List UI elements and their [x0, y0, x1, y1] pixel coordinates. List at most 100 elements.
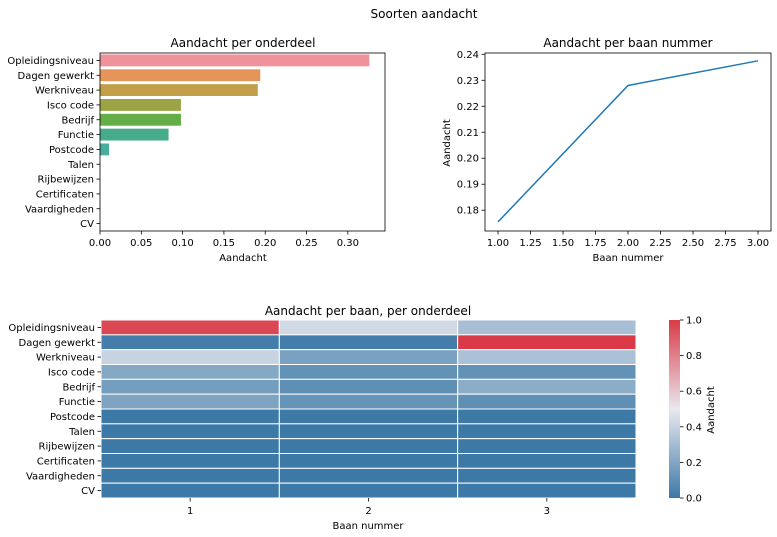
figure-suptitle: Soorten aandacht — [371, 7, 478, 21]
series-line — [497, 60, 759, 223]
heatmap-cell — [100, 378, 280, 395]
bar-chart-axes: Opleidingsniveau Dagen gewerkt Werkniveau I… — [7, 52, 386, 249]
heatmap-cell — [278, 453, 459, 469]
line-chart-title: Aandacht per baan nummer — [543, 36, 712, 50]
y-tick-label: Certificaten — [37, 456, 95, 467]
heatmap-cell — [278, 349, 459, 365]
bar — [100, 128, 169, 141]
bar-chart-frame — [99, 52, 386, 232]
line-chart-ylabel: Aandacht — [442, 119, 453, 167]
y-tick-label: Bedrijf — [62, 382, 95, 393]
heatmap-cells — [100, 319, 637, 499]
x-tick-label: 0.30 — [337, 238, 359, 249]
heatmap-cell — [457, 349, 637, 365]
x-tick-label: 1 — [187, 506, 193, 517]
heatmap-cell — [100, 408, 280, 425]
y-tick-label: Isco code — [48, 367, 95, 378]
x-tick-label: 0.00 — [89, 238, 111, 249]
x-tick-label: 1.50 — [552, 238, 574, 249]
heatmap-cell — [457, 453, 637, 469]
y-tick-label: Vaardigheden — [26, 471, 95, 482]
line-chart-panel: Aandacht per baan nummer 1.00 1.25 1.50 1.7… — [442, 36, 772, 264]
heatmap-cell — [278, 378, 459, 395]
y-tick-label: 0.18 — [457, 206, 479, 217]
colorbar-tick-label: 0.6 — [686, 387, 702, 398]
heatmap-cell — [100, 364, 280, 380]
y-tick-label: Dagen gewerkt — [19, 338, 96, 349]
y-tick-label: Werkniveau — [36, 353, 95, 364]
bar — [100, 54, 370, 67]
colorbar-tick-label: 0.4 — [686, 422, 702, 433]
y-tick-label: Functie — [59, 397, 95, 408]
heatmap-cell — [457, 438, 637, 454]
heatmap-cell — [457, 378, 637, 395]
y-tick-label: Werkniveau — [35, 86, 94, 97]
y-tick-label: 0.21 — [457, 128, 479, 139]
x-tick-label: 1.00 — [487, 238, 509, 249]
heatmap-cell — [100, 467, 280, 484]
heatmap-cell — [457, 393, 637, 410]
y-tick-label: Postcode — [50, 412, 95, 423]
heatmap-cell — [100, 423, 280, 440]
x-tick-label: 0.15 — [213, 238, 235, 249]
line-chart-frame — [484, 52, 772, 232]
bar — [100, 113, 181, 126]
x-tick-label: 2.75 — [714, 238, 736, 249]
line-chart-marks — [497, 60, 759, 223]
y-tick-label: Opleidingsniveau — [7, 56, 94, 67]
y-tick-label: 0.24 — [457, 50, 479, 61]
heatmap-cell — [278, 408, 459, 425]
y-tick-label: Bedrijf — [61, 115, 94, 126]
heatmap-cell — [457, 334, 637, 351]
heatmap-cell — [457, 364, 637, 380]
heatmap-cell — [100, 438, 280, 454]
x-tick-label: 2 — [365, 506, 371, 517]
heatmap-cell — [100, 349, 280, 365]
bar — [100, 69, 261, 82]
heatmap-cell — [278, 334, 459, 351]
heatmap-cell — [100, 393, 280, 410]
x-tick-label: 3.00 — [747, 238, 769, 249]
heatmap-cell — [278, 467, 459, 484]
y-tick-label: Isco code — [47, 100, 94, 111]
heatmap-cell — [457, 467, 637, 484]
x-tick-label: 2.50 — [682, 238, 704, 249]
y-tick-label: Talen — [68, 427, 95, 438]
x-tick-label: 0.10 — [171, 238, 193, 249]
y-tick-label: 0.20 — [457, 154, 479, 165]
y-tick-label: 0.22 — [457, 102, 479, 113]
line-chart-xlabel: Baan nummer — [592, 253, 664, 264]
y-tick-label: Dagen gewerkt — [18, 71, 95, 82]
colorbar-bar — [669, 320, 680, 498]
y-tick-label: CV — [81, 486, 95, 497]
x-tick-label: 0.05 — [130, 238, 152, 249]
x-tick-label: 0.20 — [254, 238, 276, 249]
line-chart-axes: 1.00 1.25 1.50 1.75 2.00 2.25 2.50 2.75 3.00 0.18… — [457, 50, 772, 249]
bar-chart-panel: Aandacht per onderdeel Opleidingsniveau D… — [7, 36, 386, 264]
bar-chart-title: Aandacht per onderdeel — [171, 36, 316, 50]
heatmap-cell — [457, 408, 637, 425]
heatmap-cell — [100, 482, 280, 499]
y-tick-label: 0.23 — [457, 76, 479, 87]
bar — [100, 143, 110, 156]
y-tick-label: Talen — [67, 160, 94, 171]
y-tick-label: Rijbewijzen — [38, 175, 94, 186]
heatmap-cell — [100, 334, 280, 351]
colorbar-tick-label: 0.0 — [686, 494, 702, 505]
y-tick-label: Postcode — [49, 145, 94, 156]
y-tick-label: Vaardigheden — [25, 204, 94, 215]
colorbar-tick-label: 0.2 — [686, 458, 702, 469]
y-tick-label: Rijbewijzen — [39, 442, 95, 453]
heatmap-cell — [457, 482, 637, 499]
heatmap-cell — [457, 423, 637, 440]
heatmap-cell — [278, 393, 459, 410]
y-tick-label: 0.19 — [457, 180, 479, 191]
bar-chart-marks — [100, 54, 370, 156]
heatmap-cell — [457, 319, 637, 336]
y-tick-label: CV — [80, 219, 94, 230]
y-tick-label: Functie — [58, 130, 94, 141]
heatmap-colorbar: 0.0 0.2 0.4 0.6 0.8 1.0 — [669, 316, 702, 505]
heatmap-cell — [278, 319, 459, 336]
x-tick-label: 2.25 — [649, 238, 671, 249]
